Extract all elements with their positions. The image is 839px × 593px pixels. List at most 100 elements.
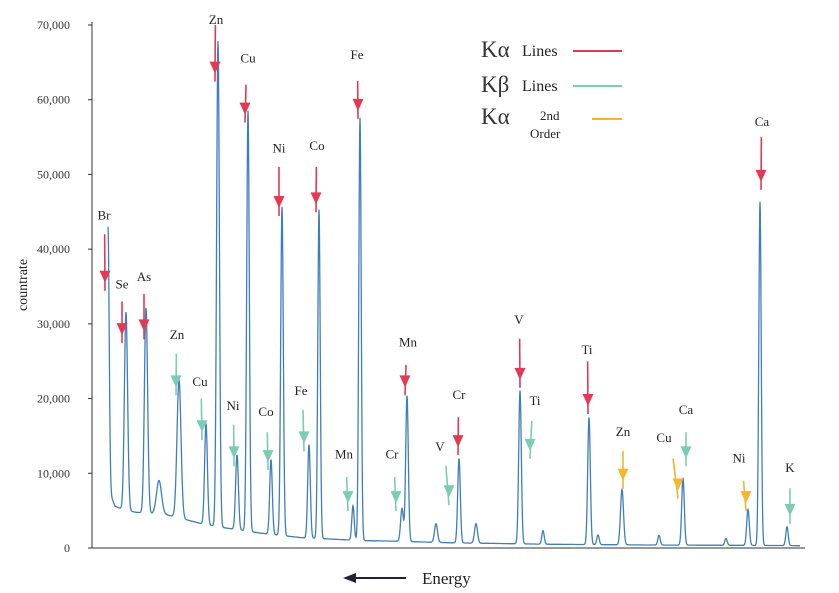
arrow-head <box>262 450 274 463</box>
element-label: Ti <box>529 393 540 408</box>
peak-marker-co: Co <box>309 138 325 213</box>
y-tick-label: 50,000 <box>37 167 70 181</box>
legend-label: Lines <box>522 78 558 95</box>
peak-marker-fe: Fe <box>351 47 364 119</box>
legend-item: Kα Lines <box>481 37 622 62</box>
arrow-head <box>524 438 536 451</box>
element-label: Br <box>98 208 112 223</box>
y-tick-label: 60,000 <box>37 93 70 107</box>
element-label: V <box>514 312 524 327</box>
peak-marker-v: V <box>435 439 455 506</box>
arrow-shaft <box>302 409 305 452</box>
element-label: Co <box>258 404 273 419</box>
arrow-head <box>443 485 455 498</box>
element-label: Co <box>309 138 324 153</box>
peak-marker-ni: Ni <box>273 140 286 217</box>
peak-marker-k: K <box>784 460 796 524</box>
peak-marker-mn: Mn <box>399 335 418 396</box>
element-label: Ca <box>679 402 694 417</box>
y-tick-label: 20,000 <box>37 392 70 406</box>
element-label: Zn <box>616 424 631 439</box>
peak-marker-ni: Ni <box>733 450 752 512</box>
legend-item: Kβ Lines <box>481 72 622 97</box>
peak-marker-cr: Cr <box>452 387 467 456</box>
legend-symbol: Kα <box>481 104 510 129</box>
peak-marker-ca: Ca <box>679 402 694 467</box>
element-label: Zn <box>170 327 185 342</box>
peak-marker-zn: Zn <box>616 424 631 489</box>
arrow-head <box>784 503 796 516</box>
element-label: Cu <box>192 374 208 389</box>
peak-marker-ca: Ca <box>755 114 770 190</box>
peak-marker-cu: Cu <box>192 374 208 441</box>
arrow-head <box>116 323 128 336</box>
peak-marker-zn: Zn <box>170 327 185 396</box>
energy-arrow-head <box>343 573 356 583</box>
y-tick-label: 0 <box>64 541 70 555</box>
peak-marker-as: As <box>137 269 151 340</box>
y-tick-label: 10,000 <box>37 466 70 480</box>
arrow-head <box>672 478 684 491</box>
peak-marker-co: Co <box>258 404 274 471</box>
element-label: Ca <box>755 114 770 129</box>
arrow-head <box>99 270 111 283</box>
element-label: Ni <box>273 140 286 155</box>
arrow-shaft <box>200 398 203 441</box>
arrow-head <box>740 491 752 504</box>
peak-marker-v: V <box>514 312 526 388</box>
element-label: As <box>137 269 151 284</box>
arrow-head <box>399 375 411 388</box>
peak-marker-se: Se <box>116 276 129 344</box>
legend-label: Order <box>530 126 561 141</box>
arrow-shaft <box>672 458 679 499</box>
arrow-head <box>582 394 594 407</box>
arrow-head <box>298 431 310 444</box>
spectrum-line <box>107 41 800 547</box>
element-label: Ni <box>227 398 240 413</box>
element-label: Fe <box>295 383 308 398</box>
arrow-head <box>755 169 767 182</box>
arrow-head <box>239 102 251 115</box>
peak-marker-zn: Zn <box>209 12 224 82</box>
arrow-head <box>196 420 208 433</box>
arrow-head <box>170 375 182 388</box>
peak-marker-mn: Mn <box>335 447 354 512</box>
arrow-head <box>514 367 526 380</box>
element-label: Cr <box>386 447 400 462</box>
y-tick-label: 30,000 <box>37 317 70 331</box>
legend: Kα Lines Kβ Lines Kα 2nd Order <box>481 37 622 141</box>
element-label: Cr <box>453 387 467 402</box>
arrow-head <box>228 446 240 459</box>
peak-marker-cu: Cu <box>239 51 256 123</box>
legend-label: Lines <box>522 43 558 60</box>
peak-marker-ni: Ni <box>227 398 240 467</box>
element-label: Mn <box>335 447 354 462</box>
element-label: K <box>785 460 795 475</box>
element-label: Cu <box>656 430 672 445</box>
element-label: Mn <box>399 335 418 350</box>
y-tick-label: 70,000 <box>37 18 70 32</box>
peak-marker-ti: Ti <box>524 393 541 459</box>
arrow-head <box>209 61 221 74</box>
peak-marker-cu: Cu <box>656 430 684 499</box>
element-label: Ni <box>733 450 746 465</box>
element-label: V <box>435 439 445 454</box>
x-axis-caption: Energy <box>343 569 471 588</box>
peak-marker-cr: Cr <box>386 447 402 512</box>
arrow-head <box>342 491 354 504</box>
arrow-head <box>390 491 402 504</box>
y-axis-label: countrate <box>16 259 31 311</box>
legend-symbol: Kα <box>481 37 510 62</box>
element-label: Fe <box>351 47 364 62</box>
arrow-head <box>138 319 150 332</box>
arrow-head <box>273 196 285 209</box>
element-label: Se <box>116 276 129 291</box>
element-label: Zn <box>209 12 224 27</box>
peak-marker-fe: Fe <box>295 383 310 452</box>
legend-symbol: Kβ <box>481 72 509 97</box>
arrow-head <box>617 468 629 481</box>
element-label: Ti <box>581 342 592 357</box>
peak-marker-ti: Ti <box>581 342 594 415</box>
